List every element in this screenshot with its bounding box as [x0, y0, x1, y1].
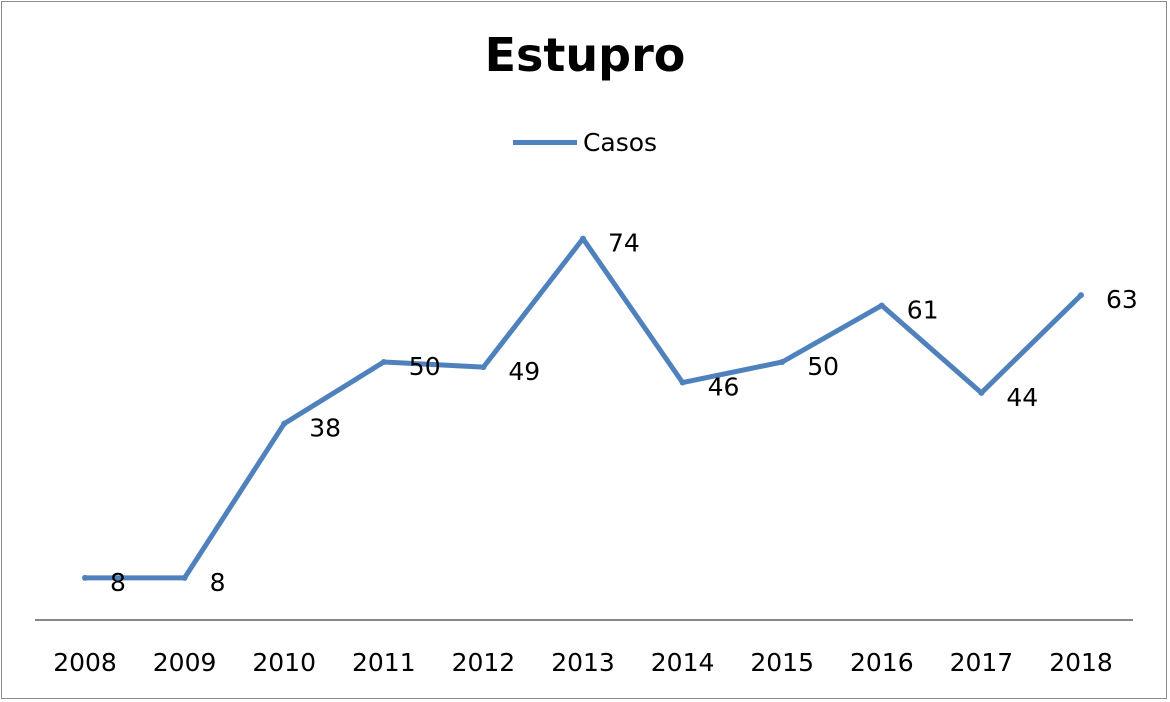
- data-point: [82, 574, 88, 581]
- x-tick-label: 2013: [551, 648, 615, 677]
- x-tick-label: 2018: [1049, 648, 1113, 677]
- data-label: 61: [907, 295, 939, 324]
- data-label: 8: [210, 568, 226, 597]
- data-label: 49: [508, 357, 540, 386]
- data-point: [181, 574, 188, 581]
- x-tick-label: 2008: [53, 648, 117, 677]
- x-tick-label: 2014: [651, 648, 715, 677]
- data-label: 8: [110, 568, 126, 597]
- data-point: [281, 420, 288, 427]
- data-point: [1078, 292, 1084, 299]
- x-tick-label: 2010: [252, 648, 316, 677]
- data-label: 74: [608, 229, 640, 258]
- legend-label: Casos: [582, 128, 658, 157]
- data-point: [679, 379, 686, 386]
- x-tick-label: 2017: [950, 648, 1014, 677]
- data-point: [480, 364, 487, 371]
- data-label: 44: [1006, 383, 1038, 412]
- series-line-casos: [85, 236, 1083, 581]
- data-label: 50: [807, 352, 839, 381]
- x-tick-label: 2016: [850, 648, 914, 677]
- x-tick-label: 2011: [352, 648, 416, 677]
- x-tick-label: 2012: [452, 648, 516, 677]
- x-tick-label: 2015: [750, 648, 814, 677]
- data-point: [580, 235, 586, 242]
- data-label: 46: [708, 373, 740, 402]
- data-point: [380, 359, 387, 365]
- data-label: 38: [309, 414, 341, 443]
- legend: Casos: [0, 128, 1170, 157]
- data-point: [978, 389, 985, 396]
- x-tick-label: 2009: [153, 648, 217, 677]
- data-point: [878, 302, 885, 309]
- data-label: 50: [409, 352, 441, 381]
- data-point: [779, 359, 786, 365]
- chart-title: Estupro: [484, 28, 686, 82]
- data-label: 63: [1106, 285, 1138, 314]
- legend-swatch: [512, 140, 577, 145]
